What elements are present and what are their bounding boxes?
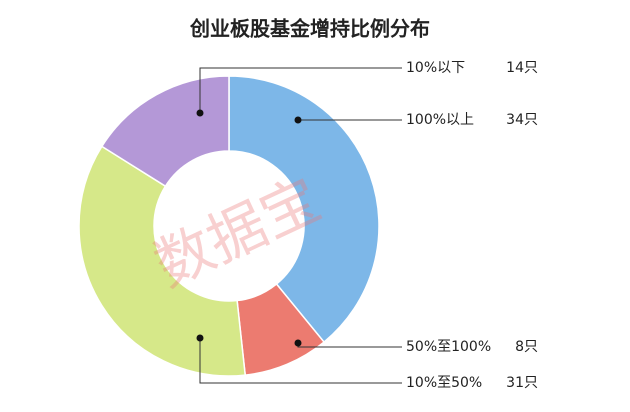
leader-dot: [294, 116, 302, 124]
legend-label: 100%以上: [406, 112, 474, 128]
leader-line: [199, 338, 402, 384]
legend-label: 50%至100%: [406, 339, 491, 355]
value-label: 31只: [506, 375, 538, 391]
value-label: 14只: [506, 60, 538, 76]
value-label: 34只: [506, 112, 538, 128]
leader-line: [199, 67, 402, 113]
donut-slice: [100, 75, 230, 188]
chart-title: 创业板股基金增持比例分布: [189, 17, 430, 41]
donut-slice: [78, 145, 247, 377]
leader-dot: [196, 109, 204, 117]
value-label: 8只: [515, 339, 538, 355]
legend-label: 10%以下: [406, 60, 465, 76]
leader-dot: [294, 339, 302, 347]
donut-slice: [228, 75, 380, 344]
leader-dot: [196, 334, 204, 342]
legend-label: 10%至50%: [406, 375, 482, 391]
